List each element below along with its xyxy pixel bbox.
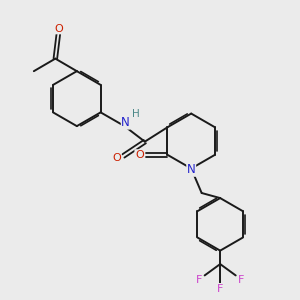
Text: H: H (132, 109, 140, 118)
Text: F: F (238, 274, 244, 285)
Text: O: O (135, 150, 144, 160)
Text: N: N (187, 163, 196, 176)
Text: F: F (217, 284, 224, 294)
Text: O: O (55, 24, 63, 34)
Text: O: O (112, 153, 121, 163)
Text: N: N (121, 116, 130, 129)
Text: F: F (196, 274, 203, 285)
